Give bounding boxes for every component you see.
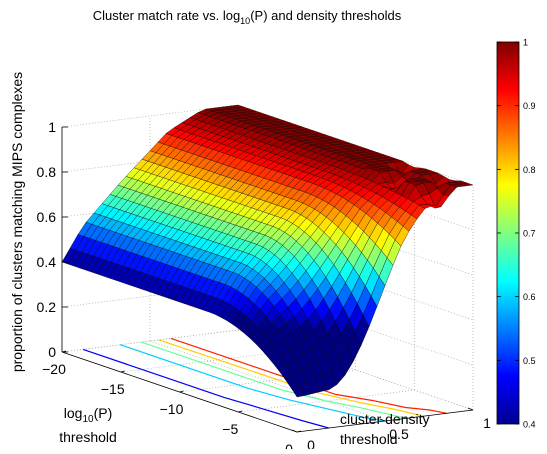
z-tick-label: 0.4 [37,254,57,270]
z-tick-label: 0.6 [37,209,57,225]
surface-mesh [61,104,474,398]
z-tick-label: 1 [48,119,56,135]
z-tick-label: 0.8 [37,164,57,180]
y-axis-label-line2: threshold [340,431,398,447]
colorbar-tick-label: 0.6 [523,292,536,302]
y-tick-label: 0 [307,437,315,449]
x-axis-label: log10(P) [64,405,112,425]
x-tick-label: −10 [160,401,184,417]
surface-patch [290,384,306,398]
x-tick-label: −15 [101,381,125,397]
y-axis-label: cluster density [340,411,429,427]
z-tick-label: 0 [48,344,56,360]
colorbar-tick-label: 0.8 [523,165,536,175]
axes-ticks: 0 0.2 0.4 0.6 0.8 1 −20 −15 −10 −5 0 0 0.5 1 [37,119,492,454]
z-axis-label: proportion of clusters matching MIPS com… [9,72,25,372]
colorbar-ticks: 0.4 0.5 0.6 0.7 0.8 0.9 1 [497,38,536,430]
colorbar-tick-label: 0.7 [523,229,536,239]
y-tick-label: 1 [483,415,491,431]
x-tick-label: −20 [42,361,66,377]
colorbar-tick-label: 1 [523,38,528,48]
z-tick-label: 0.2 [37,299,57,315]
colorbar-tick-label: 0.5 [523,356,536,366]
x-axis-label-line2: threshold [59,429,117,445]
x-tick-label: −5 [222,421,238,437]
chart-title: Cluster match rate vs. log10(P) and dens… [93,8,402,26]
contour-line [119,344,386,422]
x-tick-label: 0 [285,441,293,449]
y-tick-label: 0.5 [389,426,409,442]
contour-line [158,339,424,417]
contour-line [82,348,329,429]
colorbar-tick-label: 0.9 [523,101,536,111]
contour-line [141,341,407,419]
colorbar-tick-label: 0.4 [523,420,536,430]
